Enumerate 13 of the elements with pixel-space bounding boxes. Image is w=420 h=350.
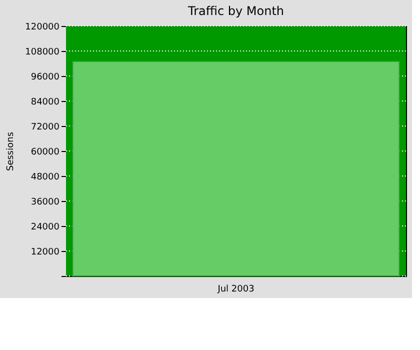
y-tick-label: 96000 [30,72,60,82]
y-tick-label: 36000 [30,198,60,208]
y-tick-label: 84000 [30,98,60,108]
y-tick-label: 48000 [30,172,60,182]
x-tick-label: Jul 2003 [216,284,254,294]
y-tick-label: 120000 [25,22,60,32]
chart-title: Traffic by Month [186,4,284,18]
y-tick-label: 108000 [25,48,60,58]
y-tick-label: 60000 [30,148,60,158]
y-axis-title: Sessions [6,132,16,172]
y-tick-label: 24000 [30,222,60,232]
y-tick-label: 72000 [30,122,60,132]
y-tick-label: 12000 [30,248,60,258]
